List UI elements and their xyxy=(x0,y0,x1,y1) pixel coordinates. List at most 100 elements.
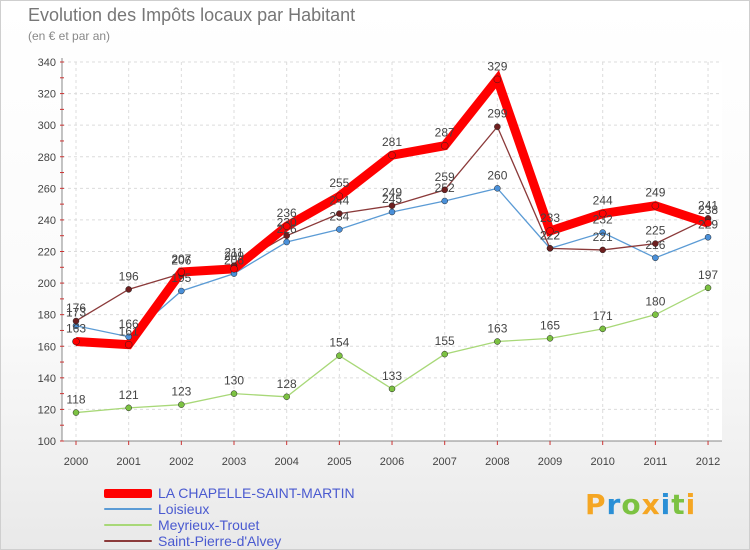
data-label: 236 xyxy=(277,206,297,220)
x-tick-label: 2001 xyxy=(116,456,140,468)
legend-swatch xyxy=(104,488,152,498)
data-point xyxy=(178,287,185,295)
data-point xyxy=(388,151,396,159)
data-label: 299 xyxy=(487,107,507,121)
data-point xyxy=(546,335,554,342)
x-tick-label: 2010 xyxy=(590,456,614,468)
data-point xyxy=(283,232,290,239)
data-label: 155 xyxy=(435,334,455,348)
data-label: 166 xyxy=(119,317,139,331)
data-point xyxy=(336,352,343,359)
logo-letter: r xyxy=(606,488,622,521)
x-tick-label: 2011 xyxy=(644,456,668,468)
data-label: 232 xyxy=(593,213,613,227)
data-label: 238 xyxy=(698,203,718,217)
data-label: 121 xyxy=(119,388,139,402)
data-label: 128 xyxy=(277,377,297,391)
data-point xyxy=(651,201,660,210)
legend-label: Saint-Pierre-d'Alvey xyxy=(158,533,282,549)
legend-label: Loisieux xyxy=(158,501,210,517)
x-tick-label: 2012 xyxy=(696,456,720,468)
logo-letter: x xyxy=(641,488,661,521)
data-point xyxy=(72,337,80,346)
x-tick-label: 2000 xyxy=(64,456,88,468)
data-point xyxy=(546,245,554,252)
logo-letter: P xyxy=(585,488,607,521)
x-tick-label: 2007 xyxy=(432,456,456,468)
data-point xyxy=(336,210,343,217)
proxiti-logo: Proxiti xyxy=(585,488,696,521)
data-point xyxy=(494,185,501,192)
data-label: 196 xyxy=(119,269,139,283)
data-label: 118 xyxy=(66,393,85,407)
data-point xyxy=(652,240,659,247)
data-point xyxy=(652,311,659,318)
data-label: 207 xyxy=(171,252,191,266)
data-point xyxy=(704,234,712,241)
data-label: 195 xyxy=(171,271,191,285)
data-point xyxy=(493,75,502,84)
x-tick-label: 2005 xyxy=(327,456,351,468)
data-point xyxy=(124,340,133,349)
data-point xyxy=(388,202,396,209)
chart-title: Evolution des Impôts locaux par Habitant xyxy=(28,5,356,25)
legend-label: Meyrieux-Trouet xyxy=(158,517,260,533)
data-label: 241 xyxy=(698,198,718,212)
data-point xyxy=(283,238,290,246)
legend: LA CHAPELLE-SAINT-MARTIN Loisieux Meyrieux… xyxy=(104,485,355,549)
x-tick-label: 2002 xyxy=(169,456,193,468)
data-label: 209 xyxy=(224,249,244,263)
data-point xyxy=(599,229,606,236)
legend-swatch xyxy=(104,540,152,542)
data-point xyxy=(441,350,448,358)
data-label: 244 xyxy=(329,194,349,208)
y-tick-label: 340 xyxy=(38,57,56,69)
logo-letter: i xyxy=(660,488,672,521)
data-label: 244 xyxy=(593,194,613,208)
y-tick-label: 100 xyxy=(38,436,56,448)
data-point xyxy=(283,393,290,401)
data-point xyxy=(494,338,501,345)
x-tick-label: 2009 xyxy=(538,456,562,468)
y-tick-label: 180 xyxy=(38,310,56,322)
data-label: 211 xyxy=(224,246,243,260)
data-point xyxy=(125,333,132,341)
x-tick-label: 2006 xyxy=(380,456,404,468)
data-point xyxy=(125,286,132,293)
y-tick-label: 160 xyxy=(38,341,56,353)
x-tick-label: 2003 xyxy=(222,456,246,468)
data-label: 180 xyxy=(645,295,665,309)
data-label: 225 xyxy=(645,224,665,238)
y-tick-label: 260 xyxy=(38,183,56,195)
y-tick-label: 240 xyxy=(38,215,56,227)
y-tick-label: 280 xyxy=(38,152,56,164)
data-point xyxy=(494,123,501,130)
data-label: 222 xyxy=(540,228,560,242)
data-point xyxy=(72,409,80,416)
data-point xyxy=(599,325,606,333)
data-label: 163 xyxy=(487,322,507,336)
data-point xyxy=(704,284,712,292)
legend-swatch xyxy=(104,508,152,510)
data-label: 173 xyxy=(66,306,86,320)
legend-label: LA CHAPELLE-SAINT-MARTIN xyxy=(158,485,355,501)
data-label: 176 xyxy=(66,301,86,315)
data-point xyxy=(441,197,448,205)
data-point xyxy=(125,404,132,412)
legend-item: Loisieux xyxy=(104,501,355,517)
data-point xyxy=(282,222,291,230)
data-label: 163 xyxy=(66,322,86,336)
y-tick-label: 140 xyxy=(38,373,56,385)
data-label: 161 xyxy=(119,325,139,339)
data-label: 221 xyxy=(593,230,613,244)
data-label: 249 xyxy=(382,186,402,200)
data-point xyxy=(72,317,80,325)
data-point xyxy=(178,401,185,408)
data-label: 259 xyxy=(435,170,455,184)
y-tick-label: 200 xyxy=(38,278,56,290)
data-label: 233 xyxy=(540,211,560,225)
data-point xyxy=(230,265,238,273)
legend-item: Meyrieux-Trouet xyxy=(104,517,355,533)
